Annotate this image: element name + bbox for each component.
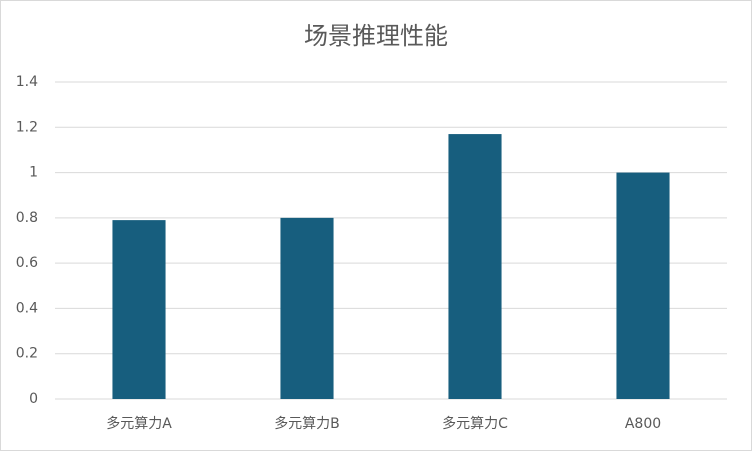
chart-title: 场景推理性能 bbox=[304, 22, 448, 50]
x-tick-label: 多元算力B bbox=[274, 415, 340, 432]
y-tick-label: 1.4 bbox=[16, 74, 38, 90]
y-tick-label: 0.2 bbox=[16, 346, 38, 362]
y-tick-label: 0.4 bbox=[16, 300, 38, 316]
bar bbox=[280, 217, 334, 399]
x-tick-label: 多元算力A bbox=[106, 415, 172, 432]
y-tick-label: 0.8 bbox=[16, 210, 38, 226]
y-tick-label: 1 bbox=[29, 165, 38, 181]
y-tick-label: 1.2 bbox=[16, 119, 38, 135]
bar bbox=[616, 172, 670, 399]
x-tick-label: 多元算力C bbox=[442, 415, 508, 432]
y-tick-label: 0.6 bbox=[16, 255, 38, 271]
bar bbox=[448, 134, 502, 400]
x-tick-label: A800 bbox=[625, 416, 661, 432]
bar bbox=[112, 220, 166, 399]
y-tick-label: 0 bbox=[29, 391, 38, 407]
